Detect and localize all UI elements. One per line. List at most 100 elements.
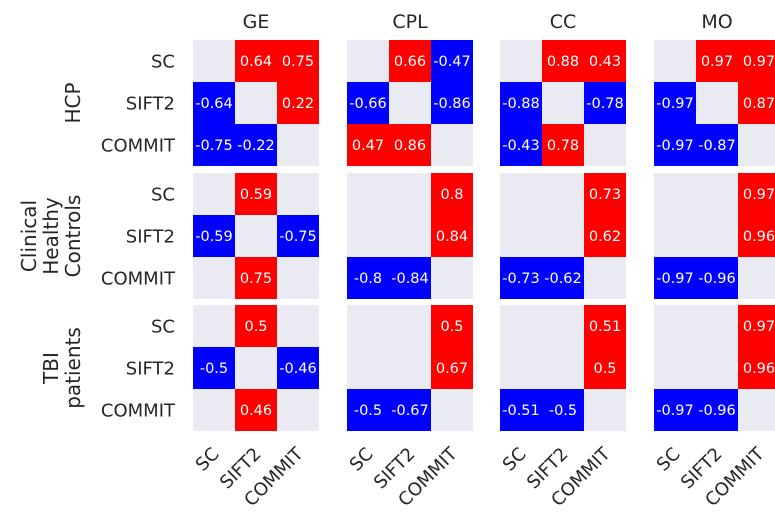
heatmap-cell [431,215,473,257]
cell-value-label: 0.5 [593,361,616,377]
heatmap-cell [277,347,319,389]
heatmap-cell [542,40,584,82]
group-label-line: HCP [61,82,85,123]
group-label-line: Controls [61,195,85,278]
heatmap-cell [738,82,775,124]
cell-value-label: 0.97 [743,54,775,70]
cell-value-label: 0.64 [240,54,272,70]
heatmap-cell [584,305,626,347]
heatmap-cell [696,40,738,82]
cell-value-label: -0.8 [354,271,382,287]
cell-value-label: 0.86 [394,138,426,154]
group-label-line: Healthy [39,197,63,275]
cell-value-label: -0.87 [698,138,736,154]
heatmap-cell [696,124,738,166]
group-label-line: Clinical [17,200,41,272]
cell-value-label: 0.97 [701,54,733,70]
heatmap-cell [277,82,319,124]
heatmap-cell [542,124,584,166]
cell-value-label: 0.66 [394,54,426,70]
cell-value-label: -0.22 [237,138,275,154]
heatmap-cell [277,215,319,257]
row-label-sift2: SIFT2 [126,359,175,380]
cell-value-label: 0.43 [589,54,621,70]
x-tick-label-sc: SC [192,444,224,476]
heatmap-cell [584,215,626,257]
group-label-line: TBI [39,352,63,385]
heatmap-cell [235,173,277,215]
cell-value-label: -0.47 [433,54,471,70]
row-label-sc: SC [151,52,175,73]
cell-value-label: -0.59 [195,229,233,245]
heatmap-cell [542,257,584,299]
cell-value-label: 0.22 [282,96,314,112]
heatmap-cell [738,215,775,257]
cell-value-label: 0.96 [743,361,775,377]
cell-value-label: -0.88 [502,96,540,112]
cell-value-label: 0.62 [589,229,621,245]
heatmap-cell [235,389,277,431]
heatmap-cell [500,82,542,124]
cell-value-label: -0.96 [698,271,736,287]
row-label-sift2: SIFT2 [126,227,175,248]
heatmap-cell [500,257,542,299]
cell-value-label: -0.97 [656,403,694,419]
cell-value-label: -0.75 [195,138,233,154]
cell-value-label: 0.75 [240,271,272,287]
heatmap-cell [389,124,431,166]
cell-value-label: 0.59 [240,187,272,203]
row-label-commit: COMMIT [101,269,176,290]
cell-value-label: 0.46 [240,403,272,419]
cell-value-label: -0.46 [279,361,317,377]
cell-value-label: -0.64 [195,96,233,112]
heatmap-cell [389,257,431,299]
cell-value-label: 0.97 [743,319,775,335]
heatmap-cell [347,82,389,124]
x-tick-label-sc: SC [346,444,378,476]
heatmap-cell [347,257,389,299]
row-label-sc: SC [151,317,175,338]
heatmap-cell [584,347,626,389]
cell-value-label: 0.73 [589,187,621,203]
cell-value-label: -0.67 [391,403,429,419]
cell-value-label: -0.73 [502,271,540,287]
heatmap-cell [235,257,277,299]
heatmap-cell [654,389,696,431]
heatmap-cell [431,40,473,82]
group-label-line: patients [61,327,85,409]
heatmap-cell [584,173,626,215]
heatmap-cell [738,40,775,82]
cell-value-label: 0.75 [282,54,314,70]
cell-value-label: -0.78 [586,96,624,112]
cell-value-label: -0.5 [200,361,228,377]
cell-value-label: 0.8 [440,187,463,203]
cell-value-label: 0.5 [440,319,463,335]
heatmap-cell [193,124,235,166]
cell-value-label: -0.84 [391,271,429,287]
heatmap-cell [235,40,277,82]
heatmap-cell [738,347,775,389]
heatmap-cell [193,215,235,257]
heatmap-cell [431,305,473,347]
row-label-commit: COMMIT [101,401,176,422]
x-tick-label-sc: SC [499,444,531,476]
cell-value-label: 0.67 [436,361,468,377]
column-title-ge: GE [243,11,270,33]
cell-value-label: 0.47 [352,138,384,154]
cell-value-label: 0.84 [436,229,468,245]
heatmap-cell [584,40,626,82]
cell-value-label: 0.96 [743,229,775,245]
cell-value-label: 0.5 [244,319,267,335]
heatmap-cell [696,389,738,431]
cell-value-label: -0.51 [502,403,540,419]
cell-value-label: 0.87 [743,96,775,112]
cell-value-label: 0.97 [743,187,775,203]
heatmap-cell [738,305,775,347]
row-label-commit: COMMIT [101,136,176,157]
heatmap-cell [431,82,473,124]
cell-value-label: -0.86 [433,96,471,112]
column-title-cpl: CPL [392,11,428,33]
x-tick-label-sc: SC [653,444,685,476]
heatmap-cell [542,389,584,431]
